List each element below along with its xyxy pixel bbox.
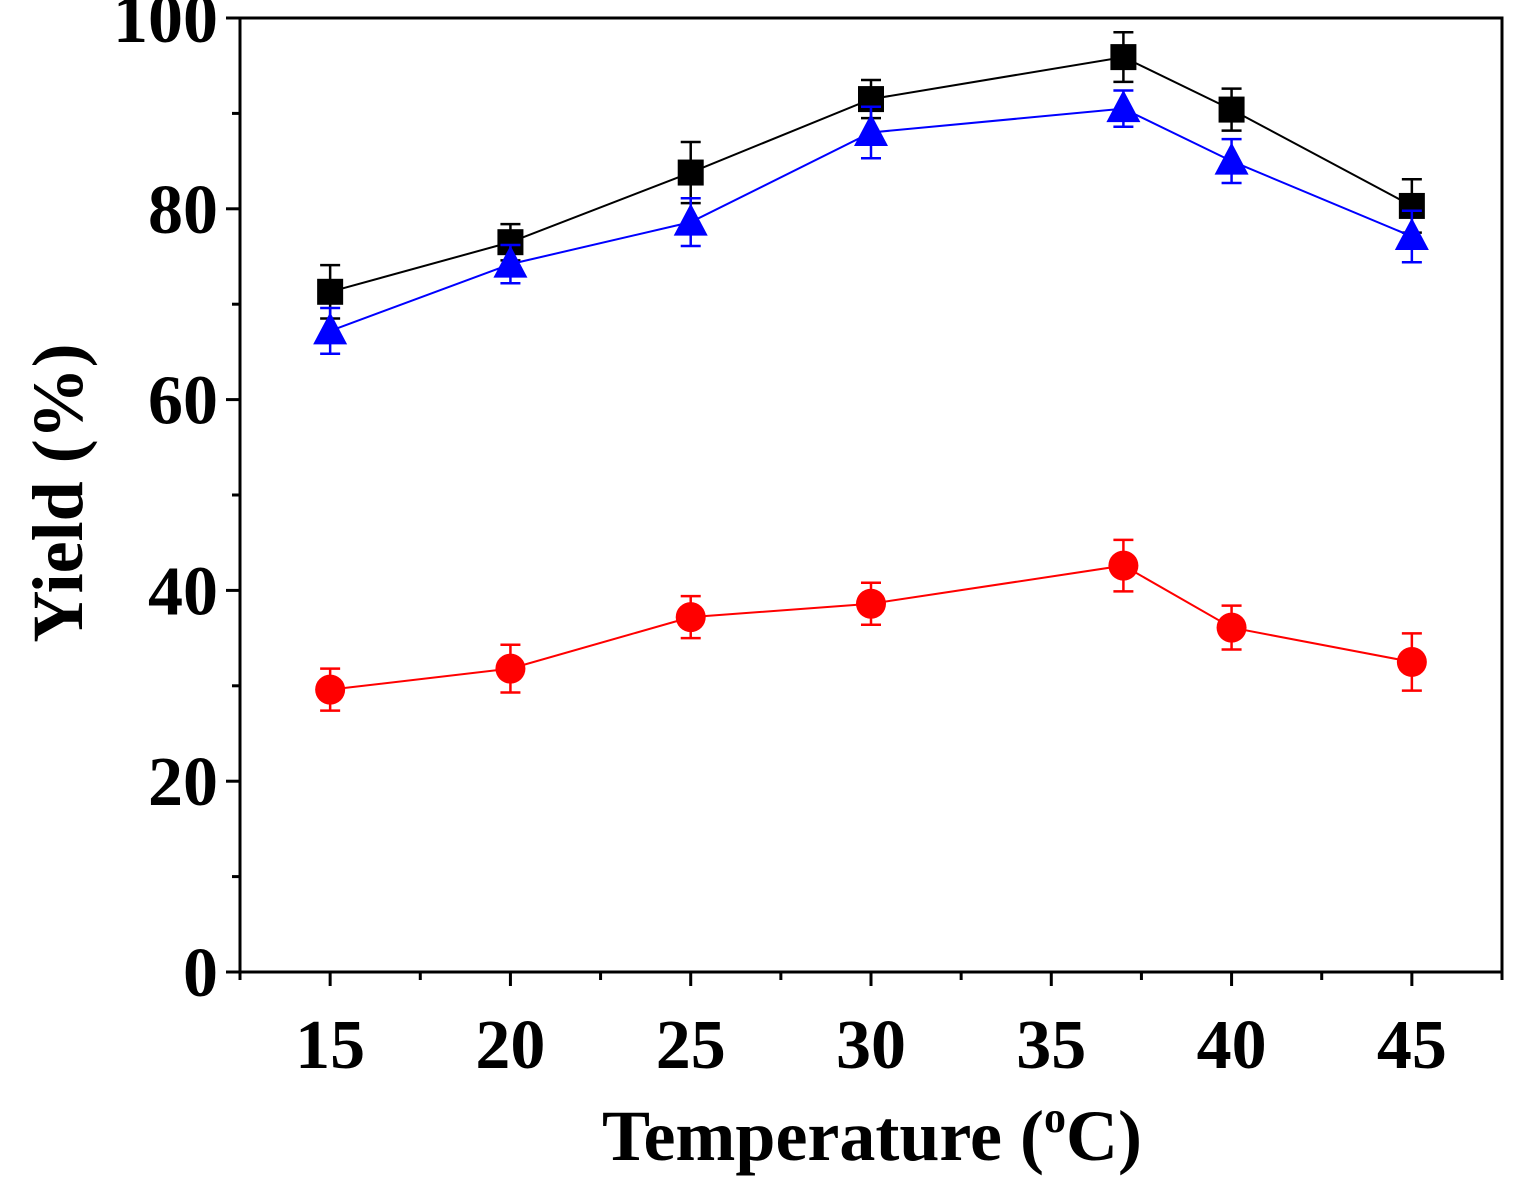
x-tick-label: 45	[1377, 1007, 1447, 1084]
x-axis-title-suffix: C)	[1066, 1096, 1142, 1176]
series-blue-triangle	[313, 89, 1429, 356]
x-tick-label: 35	[1016, 1007, 1086, 1084]
x-tick-label: 15	[295, 1007, 365, 1084]
data-point-triangle	[854, 113, 888, 146]
y-axis-title: Yield (%)	[18, 343, 98, 642]
data-point-square	[317, 278, 344, 305]
y-tick-label: 40	[148, 553, 218, 630]
y-tick-label: 0	[183, 935, 218, 1012]
data-point-triangle	[493, 245, 528, 278]
data-point-circle	[495, 653, 526, 684]
plot-border	[238, 16, 1504, 974]
y-tick-label: 100	[113, 0, 218, 58]
data-point-circle	[315, 674, 346, 705]
x-tick-label: 20	[475, 1007, 545, 1084]
data-point-triangle	[673, 203, 708, 236]
data-point-triangle	[1394, 217, 1429, 250]
series-red-circle	[315, 538, 1427, 712]
data-point-circle	[1108, 550, 1139, 581]
data-point-square	[677, 159, 704, 186]
x-axis-title-prefix: Temperature (	[602, 1096, 1044, 1176]
x-axis-title-degree: o	[1044, 1093, 1066, 1142]
data-point-circle	[1396, 646, 1427, 677]
y-tick-label: 80	[148, 172, 218, 249]
data-point-circle	[675, 602, 706, 633]
data-point-square	[1110, 44, 1137, 71]
data-point-square	[1218, 96, 1245, 123]
y-tick-label: 20	[148, 744, 218, 821]
x-axis: 15 20 25 30 35 40 45	[238, 972, 1504, 1084]
data-point-triangle	[1214, 142, 1249, 175]
y-tick-label: 60	[148, 363, 218, 440]
data-point-triangle	[1106, 90, 1141, 123]
x-tick-label: 40	[1197, 1007, 1267, 1084]
x-tick-label: 25	[656, 1007, 726, 1084]
y-axis: 0 20 40 60 80 100	[113, 0, 240, 1012]
series-black-square	[317, 31, 1425, 320]
x-tick-label: 30	[836, 1007, 906, 1084]
data-point-triangle	[313, 312, 348, 345]
x-axis-title: Temperature (oC)	[602, 1093, 1142, 1176]
data-point-circle	[1216, 612, 1247, 643]
plot-frame	[238, 16, 1504, 974]
data-point-circle	[856, 588, 886, 619]
series-layer	[313, 31, 1429, 712]
